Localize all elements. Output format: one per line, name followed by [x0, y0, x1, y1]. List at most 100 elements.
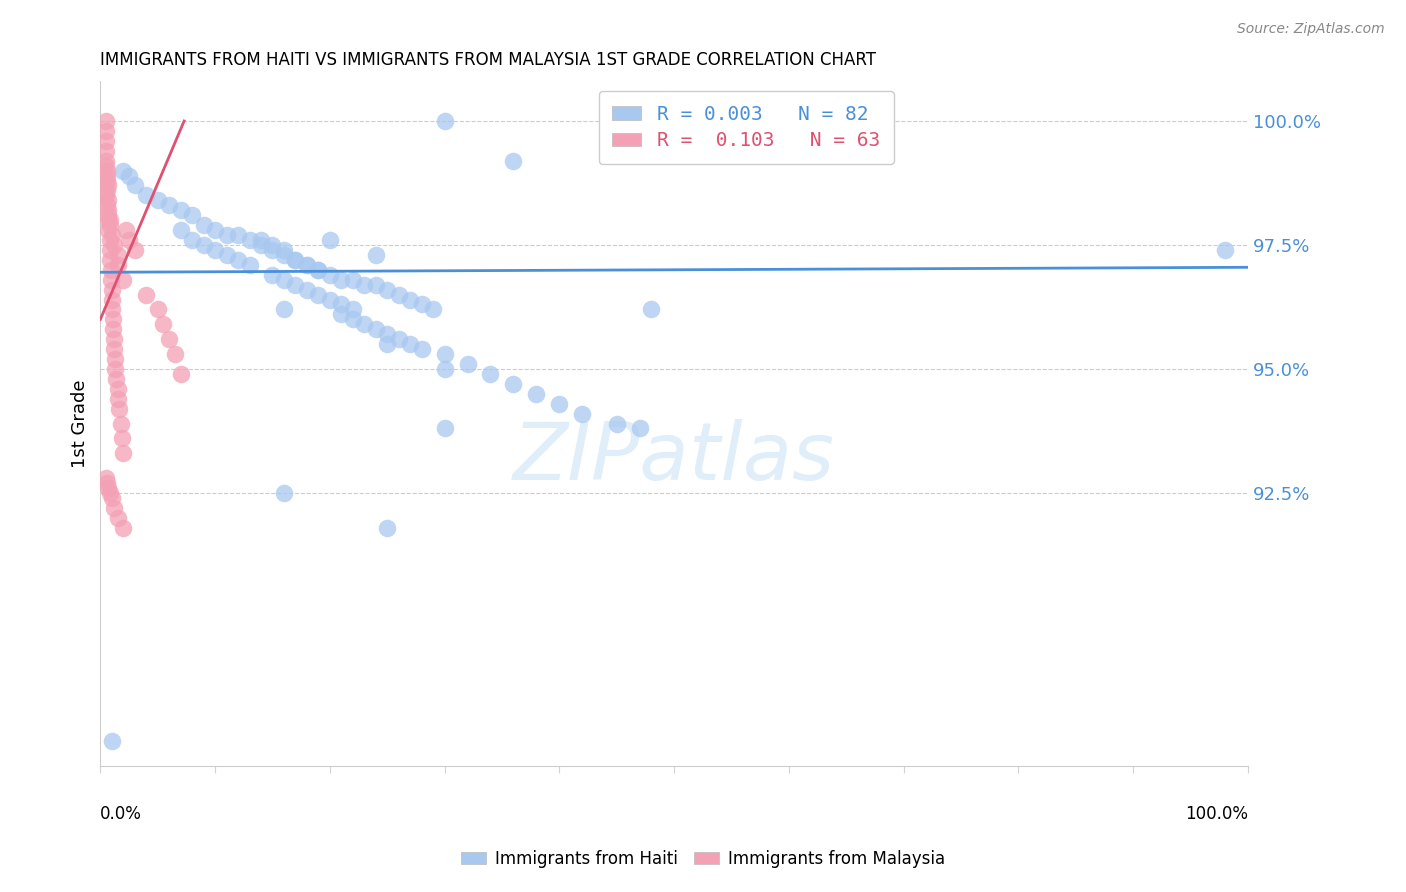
- Point: [307, 262, 329, 277]
- Point: [96, 169, 118, 183]
- Point: [193, 218, 215, 232]
- Point: [364, 322, 387, 336]
- Point: [112, 273, 135, 287]
- Point: [262, 268, 284, 282]
- Point: [97, 208, 120, 222]
- Point: [273, 243, 295, 257]
- Point: [295, 283, 318, 297]
- Legend: R = 0.003   N = 82, R =  0.103   N = 63: R = 0.003 N = 82, R = 0.103 N = 63: [599, 91, 894, 164]
- Point: [273, 486, 295, 500]
- Point: [307, 287, 329, 301]
- Point: [110, 417, 132, 431]
- Point: [124, 243, 146, 257]
- Point: [215, 228, 238, 243]
- Point: [353, 318, 375, 332]
- Point: [640, 302, 662, 317]
- Point: [97, 194, 120, 208]
- Point: [98, 486, 121, 500]
- Point: [101, 283, 124, 297]
- Point: [111, 431, 134, 445]
- Point: [399, 337, 422, 351]
- Point: [101, 312, 124, 326]
- Point: [364, 248, 387, 262]
- Point: [118, 169, 141, 183]
- Point: [284, 277, 307, 292]
- Point: [101, 491, 124, 505]
- Point: [238, 258, 260, 272]
- Point: [330, 307, 353, 321]
- Point: [97, 223, 120, 237]
- Point: [262, 243, 284, 257]
- Point: [284, 252, 307, 267]
- Point: [433, 362, 456, 376]
- Point: [273, 273, 295, 287]
- Point: [388, 287, 411, 301]
- Point: [628, 421, 651, 435]
- Point: [526, 386, 548, 401]
- Point: [157, 198, 180, 212]
- Point: [399, 293, 422, 307]
- Point: [100, 273, 122, 287]
- Point: [124, 178, 146, 193]
- Point: [97, 178, 120, 193]
- Point: [422, 302, 444, 317]
- Point: [342, 302, 364, 317]
- Point: [97, 213, 120, 227]
- Point: [157, 332, 180, 346]
- Point: [103, 500, 125, 515]
- Point: [342, 312, 364, 326]
- Point: [204, 223, 226, 237]
- Point: [375, 337, 398, 351]
- Point: [226, 228, 249, 243]
- Point: [548, 397, 571, 411]
- Point: [94, 144, 117, 158]
- Point: [96, 198, 118, 212]
- Point: [101, 734, 124, 748]
- Point: [98, 252, 121, 267]
- Point: [479, 367, 502, 381]
- Point: [284, 252, 307, 267]
- Point: [104, 362, 127, 376]
- Point: [101, 293, 124, 307]
- Point: [152, 318, 174, 332]
- Point: [97, 481, 120, 495]
- Point: [433, 421, 456, 435]
- Point: [103, 332, 125, 346]
- Point: [170, 367, 193, 381]
- Point: [112, 521, 135, 535]
- Point: [319, 233, 342, 247]
- Point: [94, 114, 117, 128]
- Point: [375, 327, 398, 342]
- Point: [411, 297, 433, 311]
- Point: [96, 183, 118, 197]
- Point: [170, 223, 193, 237]
- Text: 0.0%: 0.0%: [100, 805, 142, 823]
- Point: [107, 401, 129, 416]
- Point: [135, 287, 157, 301]
- Point: [105, 372, 128, 386]
- Point: [375, 283, 398, 297]
- Point: [98, 218, 121, 232]
- Point: [107, 510, 129, 524]
- Point: [97, 203, 120, 218]
- Y-axis label: 1st Grade: 1st Grade: [72, 379, 89, 467]
- Legend: Immigrants from Haiti, Immigrants from Malaysia: Immigrants from Haiti, Immigrants from M…: [454, 844, 952, 875]
- Point: [319, 293, 342, 307]
- Point: [94, 134, 117, 148]
- Point: [170, 203, 193, 218]
- Point: [107, 392, 129, 406]
- Point: [250, 233, 273, 247]
- Point: [193, 238, 215, 252]
- Point: [353, 277, 375, 292]
- Point: [94, 188, 117, 202]
- Point: [330, 297, 353, 311]
- Point: [238, 233, 260, 247]
- Point: [103, 238, 125, 252]
- Point: [181, 233, 204, 247]
- Point: [319, 268, 342, 282]
- Point: [104, 352, 127, 367]
- Point: [94, 124, 117, 138]
- Point: [163, 347, 186, 361]
- Point: [146, 302, 169, 317]
- Point: [342, 273, 364, 287]
